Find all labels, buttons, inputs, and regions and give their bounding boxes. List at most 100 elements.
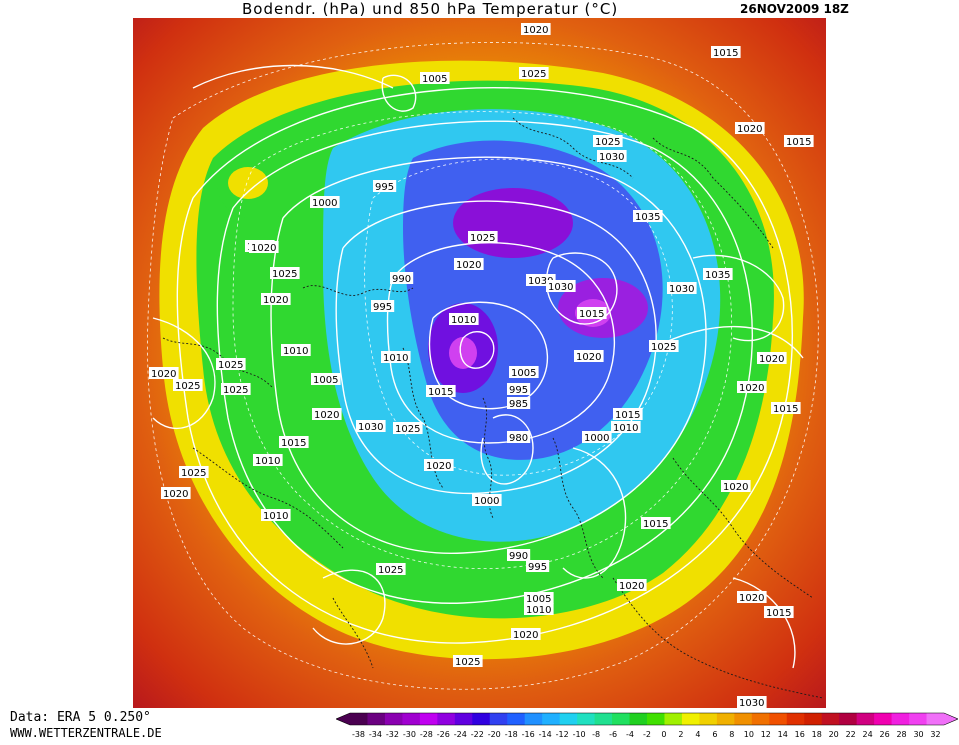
svg-text:1020: 1020 [576, 352, 601, 363]
svg-text:1005: 1005 [422, 74, 447, 85]
svg-text:1025: 1025 [595, 137, 620, 148]
svg-text:1035: 1035 [635, 212, 660, 223]
svg-text:1030: 1030 [528, 276, 553, 287]
svg-text:1020: 1020 [251, 243, 276, 254]
pressure-label: 1005 [311, 373, 341, 386]
pressure-label: 1025 [453, 655, 483, 668]
legend-swatch [716, 713, 735, 725]
legend-tick-label: 32 [930, 730, 940, 739]
svg-text:995: 995 [509, 385, 528, 396]
temperature-legend: -38 -34 -32 -30 -28 -26 -24 -22 -20 -18 -16 -14 -12-… [335, 711, 959, 741]
legend-tick-label: -20 [488, 730, 501, 739]
svg-text:1015: 1015 [615, 410, 640, 421]
purple-core-1 [453, 188, 573, 258]
pressure-label: 1020 [574, 350, 604, 363]
svg-text:1020: 1020 [759, 354, 784, 365]
legend-swatch [839, 713, 858, 725]
legend-swatch [821, 713, 840, 725]
pressure-label: 1020 [261, 293, 291, 306]
legend-swatch [577, 713, 596, 725]
svg-text:1020: 1020 [739, 383, 764, 394]
pressure-label: 1020 [161, 487, 191, 500]
legend-tick-label: 26 [880, 730, 890, 739]
pressure-label: 1010 [449, 313, 479, 326]
legend-swatch [402, 713, 421, 725]
pressure-label: 1015 [577, 307, 607, 320]
svg-text:1005: 1005 [511, 368, 536, 379]
svg-text:1020: 1020 [513, 630, 538, 641]
pressure-label: 1020 [511, 628, 541, 641]
legend-swatch [786, 713, 805, 725]
svg-text:990: 990 [509, 551, 528, 562]
legend-swatch [419, 713, 438, 725]
pressure-label: 1020 [737, 381, 767, 394]
legend-tick-label: 2 [678, 730, 683, 739]
svg-text:1005: 1005 [313, 375, 338, 386]
pressure-label: 1030 [597, 150, 627, 163]
svg-text:1035: 1035 [705, 270, 730, 281]
legend-tick-label: 22 [846, 730, 856, 739]
legend-swatch [350, 713, 368, 725]
pressure-label: 1020 [757, 352, 787, 365]
svg-text:1020: 1020 [314, 410, 339, 421]
legend-tick-label: 16 [795, 730, 805, 739]
svg-text:1020: 1020 [523, 25, 548, 36]
svg-text:1000: 1000 [584, 433, 609, 444]
pressure-label: 1025 [173, 379, 203, 392]
legend-swatch [367, 713, 386, 725]
pressure-label: 1020 [454, 258, 484, 271]
svg-text:1015: 1015 [786, 137, 811, 148]
svg-text:1010: 1010 [613, 423, 638, 434]
pressure-label: 1025 [649, 340, 679, 353]
svg-text:1030: 1030 [358, 422, 383, 433]
svg-text:1020: 1020 [163, 489, 188, 500]
legend-tick-label: 8 [729, 730, 734, 739]
svg-text:1005: 1005 [526, 594, 551, 605]
svg-text:1020: 1020 [426, 461, 451, 472]
legend-tick-label: 14 [778, 730, 788, 739]
svg-text:1020: 1020 [151, 369, 176, 380]
pressure-label: 1015 [641, 517, 671, 530]
legend-tick-label: -6 [609, 730, 617, 739]
pressure-label: 1020 [735, 122, 765, 135]
pressure-label: 1010 [611, 421, 641, 434]
pressure-label: 1025 [221, 383, 251, 396]
title-main: Bodendr. (hPa) und 850 hPa Temperatur (°… [242, 0, 619, 18]
magenta-spot-2 [449, 337, 477, 369]
pressure-label: 995 [371, 300, 395, 313]
svg-text:1000: 1000 [312, 198, 337, 209]
isobars [152, 64, 804, 669]
legend-tick-label: 10 [744, 730, 754, 739]
pressure-label: 1020 [249, 241, 279, 254]
legend-tick-label: -26 [437, 730, 450, 739]
pressure-label: 1005 [524, 592, 554, 605]
pressure-label: 1010 [261, 509, 291, 522]
svg-text:985: 985 [509, 399, 528, 410]
legend-swatch [874, 713, 893, 725]
pressure-label: 1030 [667, 282, 697, 295]
legend-swatch [472, 713, 491, 725]
pressure-label: 1000 [310, 196, 340, 209]
legend-swatch [769, 713, 788, 725]
pressure-label: 995 [526, 560, 550, 573]
svg-text:1020: 1020 [456, 260, 481, 271]
yellow-pocket [228, 167, 268, 199]
svg-text:1010: 1010 [255, 456, 280, 467]
pressure-label: 1025 [376, 563, 406, 576]
svg-text:1015: 1015 [281, 438, 306, 449]
pressure-label: 1015 [784, 135, 814, 148]
pressure-label: 1020 [149, 367, 179, 380]
pressure-label: 1015 [279, 436, 309, 449]
legend-tick-label: -10 [573, 730, 586, 739]
pressure-label: 1020 [617, 579, 647, 592]
legend-swatch [699, 713, 718, 725]
pressure-label: 1000 [582, 431, 612, 444]
svg-text:990: 990 [392, 274, 411, 285]
pressure-label: 985 [507, 397, 531, 410]
svg-text:1030: 1030 [548, 282, 573, 293]
svg-text:1015: 1015 [766, 608, 791, 619]
pressure-label: 1020 [721, 480, 751, 493]
svg-text:1025: 1025 [218, 360, 243, 371]
legend-tick-label: -2 [643, 730, 651, 739]
